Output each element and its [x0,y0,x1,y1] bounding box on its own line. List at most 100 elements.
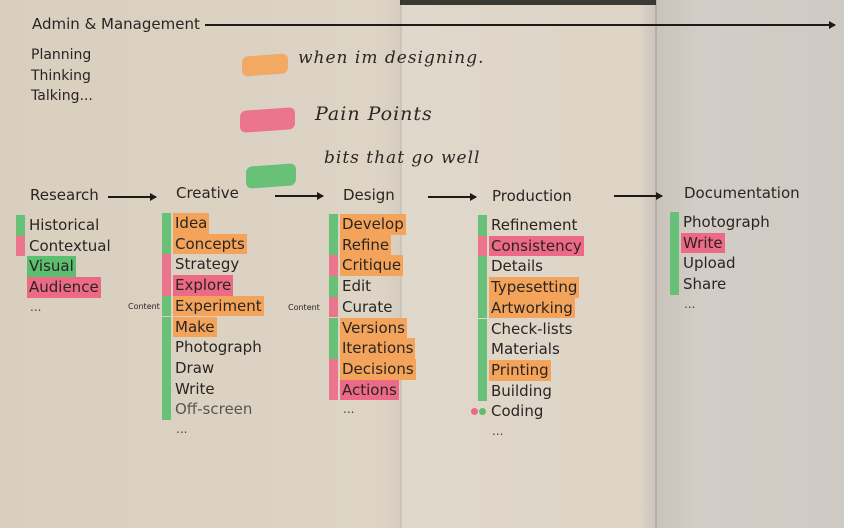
item-design-refine: Refine [340,234,392,256]
legend-text-pain-points: Pain Points [315,103,433,125]
item-production-printing: Printing [489,359,551,381]
item-creative-write: Write [175,379,215,398]
legend-swatch-green [246,163,296,189]
flow-arrow [275,192,324,199]
background-strip [400,0,656,5]
activity-list: Planning Thinking Talking... [31,45,93,107]
marker-pink [478,235,487,257]
marker-green [162,378,171,400]
item-design-versions: Versions [340,317,407,339]
marker-green [670,232,679,254]
flow-arrow [428,193,477,200]
marker-green [478,318,487,340]
item-creative-experiment: Experiment [173,295,264,317]
item-documentation-share: Share [683,275,727,294]
marker-green [478,380,487,402]
marker-pink [329,358,338,380]
marker-green [329,214,338,235]
item-creative-idea: Idea [173,213,210,234]
marker-green [478,256,487,278]
column-title-production: Production [492,187,572,205]
marker-green [162,213,171,234]
item-production-consistency: Consistency [489,235,584,257]
activity-planning: Planning [31,47,92,63]
item-documentation-upload: Upload [683,254,736,273]
more-ellipsis: ... [492,424,504,438]
marker-green [670,253,679,275]
flow-arrow [108,193,157,200]
timeline-arrow [205,21,836,28]
legend-text-designing: when im designing. [298,48,485,68]
marker-pink [329,296,338,318]
marker-green [162,295,171,317]
item-documentation-write: Write [681,232,725,254]
item-design-actions: Actions [340,379,399,401]
activity-talking: Talking... [31,88,93,104]
column-title-creative: Creative [176,184,239,202]
item-production-coding: Coding [491,402,544,421]
marker-green [478,297,487,319]
marker-pink [16,235,25,257]
marker-green [329,276,338,297]
item-creative-strategy: Strategy [175,255,240,274]
marker-dot-green [479,408,486,416]
flow-arrow [614,192,663,199]
marker-pink [162,254,171,276]
marker-green [162,399,171,420]
marker-pink [162,275,171,296]
marker-green [329,234,338,256]
item-production-check-lists: Check-lists [491,319,573,338]
marker-green [478,359,487,381]
item-creative-off-screen: Off-screen [175,400,253,419]
item-creative-draw: Draw [175,358,215,377]
more-ellipsis: ... [684,296,696,311]
marker-dot-pink [471,408,478,416]
item-creative-concepts: Concepts [173,233,247,255]
content-label: Content [288,302,320,312]
item-creative-make: Make [173,316,217,338]
marker-green [162,357,171,379]
item-production-refinement: Refinement [491,216,578,234]
item-production-materials: Materials [491,340,560,359]
item-production-building: Building [491,381,552,400]
item-creative-explore: Explore [173,275,234,296]
item-design-curate: Curate [342,297,393,316]
marker-green [478,339,487,360]
item-documentation-photograph: Photograph [683,213,770,231]
more-ellipsis: ... [343,402,355,417]
item-research-historical: Historical [29,216,100,234]
marker-green [478,215,487,236]
item-design-edit: Edit [342,277,372,296]
item-design-iterations: Iterations [340,338,416,359]
marker-green [670,274,679,295]
marker-green [670,212,679,233]
legend-text-goes-well: bits that go well [324,148,481,168]
item-research-contextual: Contextual [29,236,111,255]
column-title-documentation: Documentation [684,184,800,202]
marker-green [162,233,171,255]
item-research-audience: Audience [27,277,101,298]
column-title-design: Design [343,186,395,204]
column-title-research: Research [30,186,99,204]
marker-green [162,337,171,358]
marker-green [478,277,487,298]
item-production-typesetting: Typesetting [489,277,580,298]
admin-title: Admin & Management [32,15,200,33]
marker-pink [329,379,338,401]
item-design-critique: Critique [340,255,404,277]
marker-green [329,338,338,359]
item-design-develop: Develop [340,214,406,235]
more-ellipsis: ... [30,299,42,314]
marker-green [329,317,338,339]
paper-fold [655,0,657,528]
item-production-details: Details [491,257,544,276]
content-label: Content [128,301,160,311]
marker-pink [329,255,338,277]
more-ellipsis: ... [176,422,188,436]
item-creative-photograph: Photograph [175,338,262,357]
marker-green [162,316,171,338]
item-design-decisions: Decisions [340,358,416,380]
marker-green [16,215,25,236]
legend-swatch-pink [240,107,295,133]
item-research-visual: Visual [27,256,76,278]
